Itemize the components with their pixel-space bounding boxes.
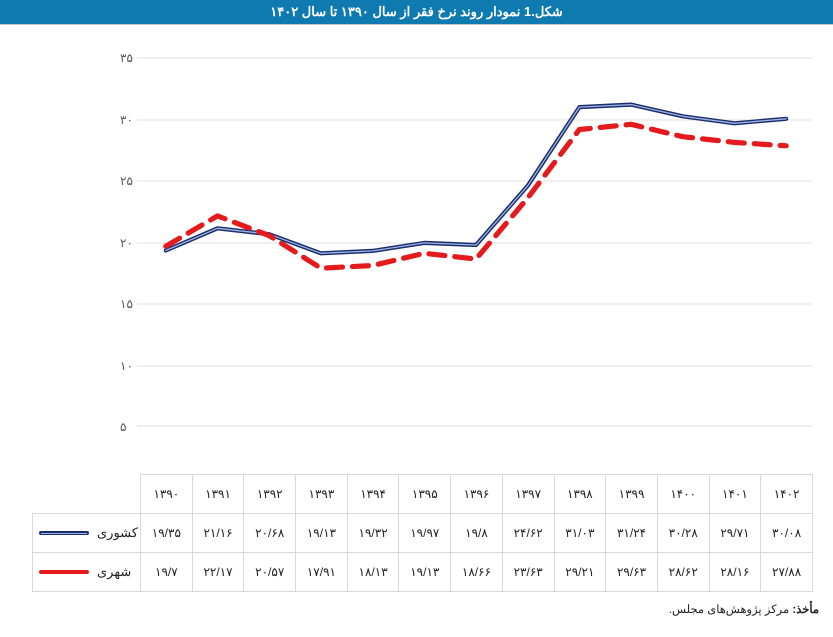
svg-text:۳۰: ۳۰ [120, 113, 133, 127]
svg-text:۱۵: ۱۵ [120, 297, 133, 311]
svg-text:۳۵: ۳۵ [120, 51, 133, 65]
svg-text:۲۰: ۲۰ [120, 236, 133, 250]
svg-text:۱۰: ۱۰ [120, 359, 133, 373]
svg-text:۲۵: ۲۵ [120, 174, 133, 188]
svg-text:۵: ۵ [120, 420, 126, 434]
